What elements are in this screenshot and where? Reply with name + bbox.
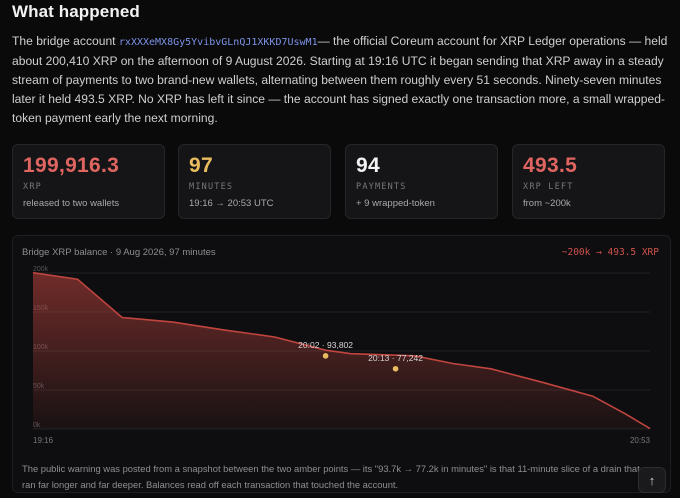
highlight-label: 20:02 · 93,802 <box>298 340 353 350</box>
stat-value: 97 <box>189 154 213 177</box>
balance-area <box>33 272 650 429</box>
chart-title: Bridge XRP balance · 9 Aug 2026, 97 minu… <box>22 247 216 258</box>
intro-text-rest: — the official Coreum account for XRP Le… <box>12 34 668 125</box>
highlight-label: 20:13 · 77,242 <box>368 353 423 363</box>
balance-line <box>32 271 651 430</box>
stat-value: 493.5 <box>523 154 578 177</box>
stat-value: 199,916.3 <box>23 154 120 177</box>
stat-unit: MINUTES <box>189 182 234 192</box>
scroll-to-top-button[interactable]: ↑ <box>638 467 666 493</box>
stat-card-xrp-left: 493.5 XRP LEFT from ~200k <box>512 144 665 219</box>
highlight-point <box>392 365 399 372</box>
stat-card-released: 199,916.3 XRP released to two wallets <box>12 144 165 219</box>
stat-card-payments: 94 PAYMENTS + 9 wrapped-token <box>345 144 498 219</box>
chart-range: ~200k → 493.5 XRP <box>561 247 659 258</box>
stat-cards: 199,916.3 XRP released to two wallets 97… <box>12 144 666 219</box>
stat-note: + 9 wrapped-token <box>356 198 435 209</box>
stat-note: from ~200k <box>523 198 571 209</box>
y-tick-label: 200k <box>33 266 49 273</box>
highlight-point <box>322 353 329 359</box>
stat-unit: PAYMENTS <box>356 182 407 192</box>
intro-text-start: The bridge account <box>12 34 119 48</box>
stat-unit: XRP LEFT <box>523 182 574 192</box>
stat-unit: XRP <box>23 182 42 192</box>
intro-paragraph: The bridge account rxXXXeMX8Gy5YvibvGLnQ… <box>12 32 674 128</box>
chart-caption: The public warning was posted from a sna… <box>22 463 640 490</box>
stat-note: released to two wallets <box>23 198 120 209</box>
stat-value: 94 <box>356 154 380 177</box>
section-heading: What happened <box>12 2 140 21</box>
stat-card-minutes: 97 MINUTES 19:16 → 20:53 UTC <box>178 144 331 219</box>
x-tick-label: 20:53 <box>630 436 651 445</box>
bridge-account-address[interactable]: rxXXXeMX8Gy5YvibvGLnQJ1XKKD7UswM1 <box>118 37 318 48</box>
stat-note: 19:16 → 20:53 UTC <box>189 198 274 209</box>
x-tick-label: 19:16 <box>33 436 54 445</box>
